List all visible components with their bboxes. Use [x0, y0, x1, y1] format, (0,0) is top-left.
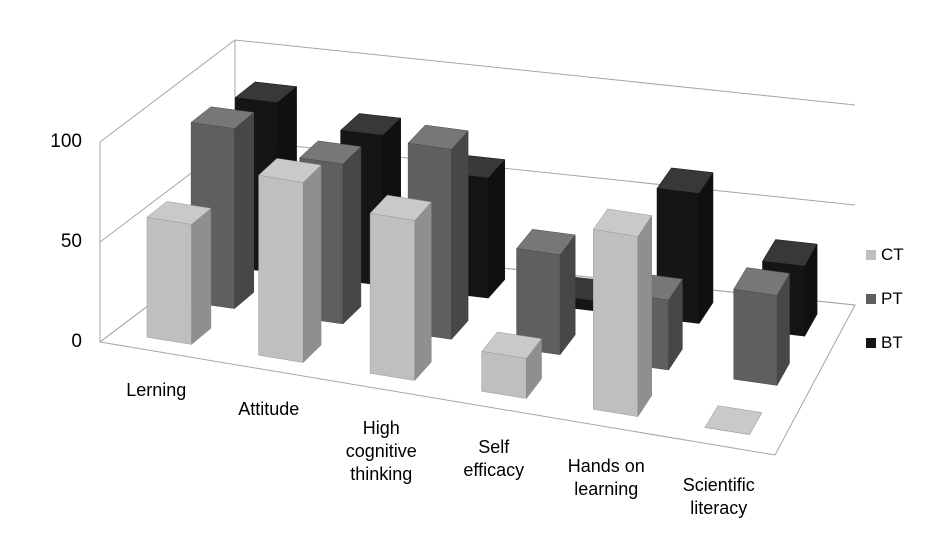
- bar-top: [516, 229, 576, 255]
- bar-top: [733, 267, 790, 296]
- bar: [369, 194, 432, 382]
- bar-top: [369, 194, 432, 221]
- bar-top: [340, 113, 402, 136]
- x-tick-label: High cognitive thinking: [345, 418, 417, 485]
- y-tick-label: 100: [50, 131, 82, 152]
- legend-label: PT: [881, 289, 903, 308]
- bar-front: [369, 213, 416, 381]
- bar-side: [191, 207, 212, 345]
- x-tick-label: Hands on learning: [567, 455, 645, 499]
- bar-top: [481, 331, 542, 359]
- bar-front: [258, 174, 304, 363]
- bar-top: [190, 106, 255, 129]
- x-tick-label: Attitude: [238, 399, 300, 420]
- bar-side: [302, 164, 322, 364]
- bar-front: [733, 288, 778, 386]
- bar: [656, 167, 714, 325]
- legend-label: CT: [881, 245, 904, 264]
- bar-side: [342, 146, 362, 325]
- bar-top: [146, 201, 212, 225]
- bar-top: [299, 140, 362, 165]
- bar-front: [593, 229, 639, 417]
- bar-front: [481, 351, 527, 399]
- bar-top: [704, 405, 763, 435]
- bar-top: [407, 124, 469, 150]
- bar: [592, 208, 653, 418]
- x-tick-label: Self efficacy: [463, 436, 525, 480]
- bar-side: [637, 214, 652, 418]
- grid-line: [99, 39, 856, 143]
- legend-swatch: [866, 294, 876, 304]
- x-tick-label: Scientific literacy: [682, 474, 755, 518]
- legend-swatch: [866, 338, 876, 348]
- x-tick-label: Lerning: [126, 380, 187, 401]
- bar: [704, 405, 763, 435]
- legend-item: PT: [866, 289, 903, 309]
- legend-item: CT: [866, 245, 904, 265]
- y-tick-label: 50: [61, 231, 82, 252]
- bar-side: [559, 234, 576, 356]
- bar-top: [258, 158, 322, 183]
- bar-side: [234, 111, 255, 310]
- legend-item: BT: [866, 333, 903, 353]
- bar-side: [451, 130, 469, 340]
- bar: [258, 158, 322, 364]
- bar: [146, 201, 212, 345]
- bar-top: [762, 239, 818, 267]
- bar-side: [698, 171, 714, 325]
- bar-side: [414, 201, 432, 382]
- bar-top: [656, 167, 714, 194]
- bar: [733, 267, 790, 387]
- bar-top: [234, 81, 298, 103]
- bar: [481, 331, 542, 400]
- bar-side: [488, 158, 506, 299]
- bar: [516, 229, 576, 356]
- bar-front: [146, 216, 192, 345]
- y-tick-label: 0: [71, 331, 82, 352]
- bar-top: [592, 208, 653, 237]
- legend-swatch: [866, 250, 876, 260]
- legend-label: BT: [881, 333, 903, 352]
